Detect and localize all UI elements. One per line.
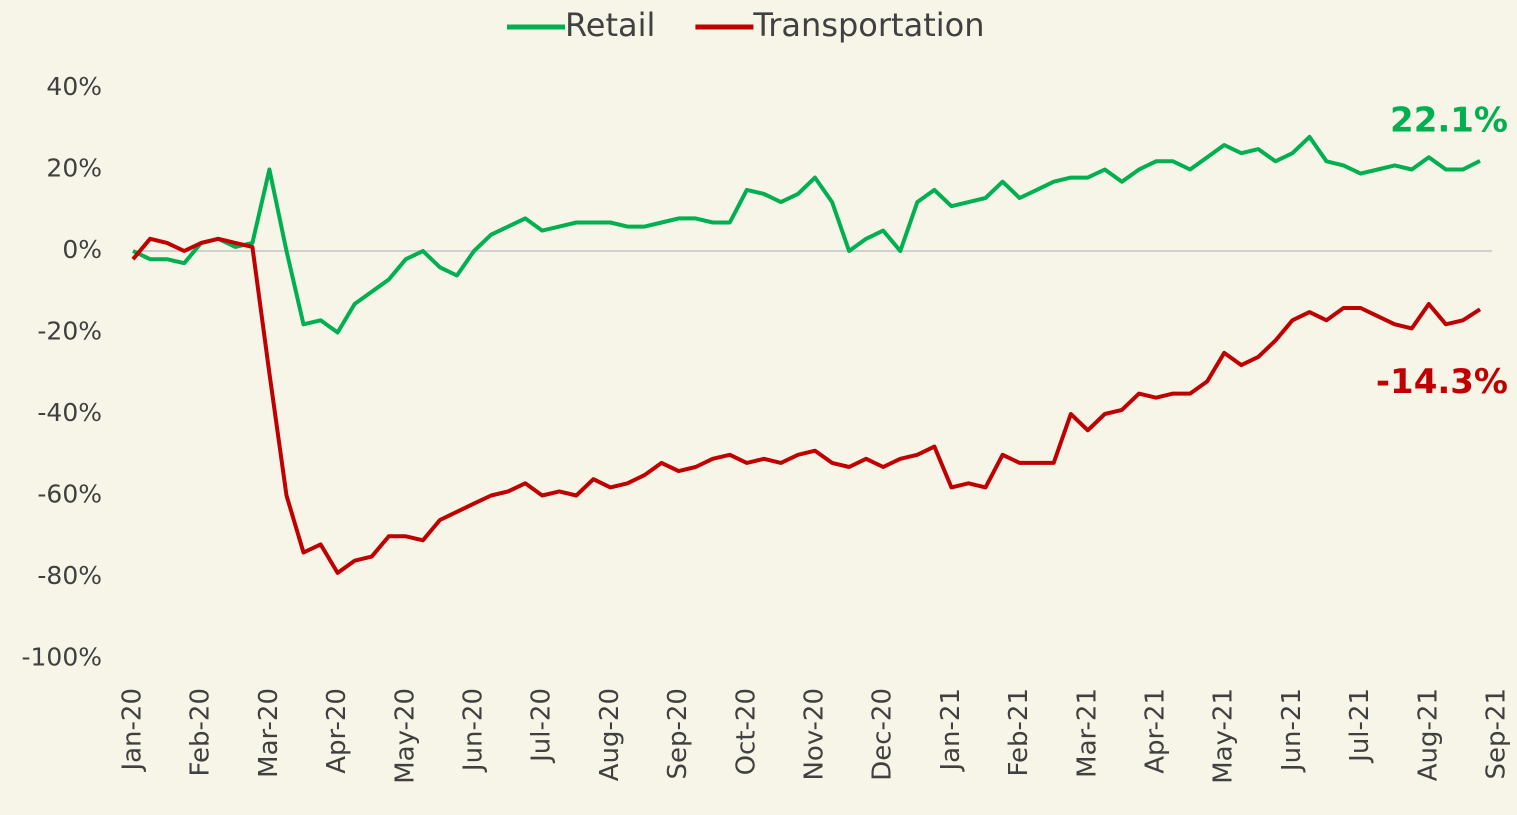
x-tick-label: Sep-21 xyxy=(1482,688,1512,779)
x-tick-label: Mar-20 xyxy=(254,688,284,778)
x-tick-label: May-20 xyxy=(390,688,420,784)
value-label: 22.1% xyxy=(1390,100,1508,140)
x-tick-label: Dec-20 xyxy=(868,688,898,781)
x-tick-label: Sep-20 xyxy=(663,688,693,779)
y-tick-label: -80% xyxy=(37,561,102,590)
y-tick-label: -60% xyxy=(37,480,102,509)
x-tick-label: Nov-20 xyxy=(800,688,830,781)
series-line xyxy=(132,134,1481,335)
x-tick-label: Jan-21 xyxy=(936,688,966,773)
value-label: -14.3% xyxy=(1376,362,1508,402)
x-tick-label: Oct-20 xyxy=(731,688,761,775)
legend-label: Transportation xyxy=(752,6,984,44)
x-tick-label: Jul-21 xyxy=(1345,688,1375,764)
x-tick-label: Feb-20 xyxy=(186,688,216,777)
x-tick-label: Mar-21 xyxy=(1072,688,1102,778)
x-tick-label: Feb-21 xyxy=(1004,688,1034,777)
y-tick-label: -40% xyxy=(37,398,102,427)
y-tick-label: 0% xyxy=(62,235,102,264)
x-tick-label: Apr-21 xyxy=(1141,688,1171,774)
x-tick-label: Jul-20 xyxy=(527,688,557,764)
x-tick-label: Jun-20 xyxy=(459,688,489,773)
x-tick-label: May-21 xyxy=(1209,688,1239,784)
y-tick-label: 40% xyxy=(46,72,102,101)
series-line xyxy=(131,236,1482,575)
x-tick-label: Aug-21 xyxy=(1413,688,1443,781)
legend-label: Retail xyxy=(565,6,655,44)
x-tick-label: Jun-21 xyxy=(1277,688,1307,773)
x-tick-label: Aug-20 xyxy=(595,688,625,781)
y-tick-label: -100% xyxy=(22,643,103,672)
x-tick-label: Apr-20 xyxy=(322,688,352,774)
x-tick-label: Jan-20 xyxy=(118,688,148,773)
y-tick-label: 20% xyxy=(46,154,102,183)
y-tick-label: -20% xyxy=(37,317,102,346)
